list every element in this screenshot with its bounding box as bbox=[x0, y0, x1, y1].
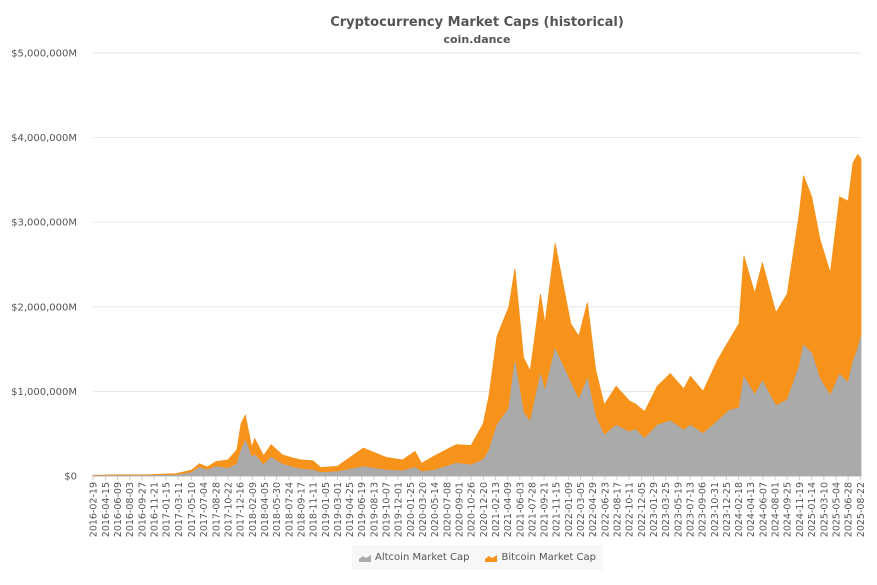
x-tick-label: 2022-10-11 bbox=[625, 482, 636, 537]
x-tick-label: 2022-04-29 bbox=[588, 482, 599, 537]
x-tick-label: 2019-10-07 bbox=[382, 482, 393, 537]
x-tick-label: 2020-09-01 bbox=[454, 482, 465, 537]
x-tick-label: 2018-09-17 bbox=[296, 482, 307, 537]
x-tick-label: 2019-01-05 bbox=[321, 482, 332, 537]
x-tick-label: 2023-07-13 bbox=[685, 482, 696, 537]
x-tick-label: 2023-12-25 bbox=[722, 482, 733, 537]
x-tick-label: 2025-06-28 bbox=[844, 482, 855, 537]
x-tick-label: 2024-06-07 bbox=[758, 482, 769, 537]
x-tick-label: 2016-09-27 bbox=[137, 482, 148, 537]
x-tick-label: 2017-10-22 bbox=[224, 482, 235, 537]
x-tick-label: 2016-11-21 bbox=[149, 482, 160, 537]
series-area-altcoin bbox=[92, 336, 862, 477]
x-tick-label: 2017-07-04 bbox=[199, 482, 210, 537]
legend: Altcoin Market Cap Bitcoin Market Cap bbox=[352, 545, 603, 570]
x-tick-label: 2025-03-10 bbox=[819, 482, 830, 537]
legend-item-bitcoin[interactable]: Bitcoin Market Cap bbox=[485, 552, 596, 563]
x-tick-label: 2020-01-25 bbox=[406, 482, 417, 537]
x-tick-label: 2023-01-29 bbox=[649, 482, 660, 537]
x-axis: 2016-02-19 2016-04-15 2016-06-09 2016-08-03… bbox=[89, 476, 867, 537]
x-tick-label: 2021-02-13 bbox=[491, 482, 502, 537]
x-tick-label: 2019-03-01 bbox=[333, 482, 344, 537]
x-tick-label: 2022-12-05 bbox=[637, 482, 648, 537]
x-tick-label: 2018-04-05 bbox=[260, 482, 271, 537]
y-tick-label: $5,000,000M bbox=[11, 49, 77, 60]
legend-label-bitcoin: Bitcoin Market Cap bbox=[501, 552, 596, 563]
y-axis: $0 $1,000,000M $2,000,000M $3,000,000M $4,00… bbox=[11, 49, 77, 483]
bitcoin-area-icon bbox=[485, 554, 498, 562]
x-tick-label: 2019-12-01 bbox=[394, 482, 405, 537]
x-tick-label: 2019-04-25 bbox=[345, 482, 356, 537]
x-tick-label: 2023-09-06 bbox=[698, 482, 709, 537]
x-tick-label: 2025-01-14 bbox=[807, 482, 818, 537]
chart-subtitle: coin.dance bbox=[444, 33, 511, 46]
x-tick-label: 2020-10-26 bbox=[467, 482, 478, 537]
x-tick-label: 2020-03-20 bbox=[418, 482, 429, 537]
altcoin-area-icon bbox=[359, 554, 372, 562]
x-tick-label: 2021-09-21 bbox=[540, 482, 551, 537]
x-tick-label: 2017-05-10 bbox=[187, 482, 198, 537]
x-tick-label: 2020-12-20 bbox=[479, 482, 490, 537]
x-tick-label: 2023-05-19 bbox=[673, 482, 684, 537]
plot-area bbox=[92, 153, 862, 477]
x-tick-label: 2021-07-28 bbox=[527, 482, 538, 537]
x-tick-label: 2016-04-15 bbox=[101, 482, 112, 537]
x-tick-label: 2018-07-24 bbox=[284, 482, 295, 537]
x-tick-label: 2019-08-13 bbox=[369, 482, 380, 537]
y-tick-label: $2,000,000M bbox=[11, 302, 77, 313]
x-tick-label: 2025-08-22 bbox=[856, 482, 867, 537]
y-tick-label: $0 bbox=[64, 472, 77, 483]
x-tick-label: 2022-06-23 bbox=[600, 482, 611, 537]
x-tick-label: 2019-06-19 bbox=[357, 482, 368, 537]
x-tick-label: 2020-05-14 bbox=[430, 482, 441, 537]
x-tick-label: 2020-07-08 bbox=[442, 482, 453, 537]
x-tick-label: 2024-04-13 bbox=[746, 482, 757, 537]
x-tick-label: 2024-08-01 bbox=[771, 482, 782, 537]
y-tick-label: $4,000,000M bbox=[11, 133, 77, 144]
x-tick-label: 2021-04-09 bbox=[503, 482, 514, 537]
x-tick-label: 2018-02-09 bbox=[248, 482, 259, 537]
chart-title: Cryptocurrency Market Caps (historical) bbox=[330, 15, 624, 30]
x-tick-label: 2017-01-15 bbox=[162, 482, 173, 537]
x-tick-label: 2021-06-03 bbox=[515, 482, 526, 537]
x-tick-label: 2022-01-09 bbox=[564, 482, 575, 537]
x-tick-label: 2017-03-11 bbox=[174, 482, 185, 537]
x-tick-label: 2017-12-16 bbox=[236, 482, 247, 537]
x-tick-label: 2018-11-11 bbox=[309, 482, 320, 537]
x-tick-label: 2016-06-09 bbox=[113, 482, 124, 537]
x-tick-label: 2023-10-31 bbox=[710, 482, 721, 537]
x-tick-label: 2024-09-25 bbox=[783, 482, 794, 537]
x-tick-label: 2023-03-25 bbox=[661, 482, 672, 537]
x-tick-label: 2016-02-19 bbox=[89, 482, 100, 537]
x-tick-label: 2024-11-19 bbox=[795, 482, 806, 537]
x-tick-label: 2017-08-28 bbox=[211, 482, 222, 537]
x-tick-label: 2025-05-04 bbox=[832, 482, 843, 537]
x-tick-label: 2016-08-03 bbox=[125, 482, 136, 537]
x-tick-label: 2022-03-05 bbox=[576, 482, 587, 537]
x-tick-label: 2024-02-18 bbox=[734, 482, 745, 537]
legend-item-altcoin[interactable]: Altcoin Market Cap bbox=[359, 552, 469, 563]
legend-label-altcoin: Altcoin Market Cap bbox=[375, 552, 470, 563]
x-tick-label: 2022-08-17 bbox=[613, 482, 624, 537]
y-tick-label: $1,000,000M bbox=[11, 387, 77, 398]
x-tick-label: 2018-05-30 bbox=[272, 482, 283, 537]
y-tick-label: $3,000,000M bbox=[11, 218, 77, 229]
x-tick-label: 2021-11-15 bbox=[552, 482, 563, 537]
